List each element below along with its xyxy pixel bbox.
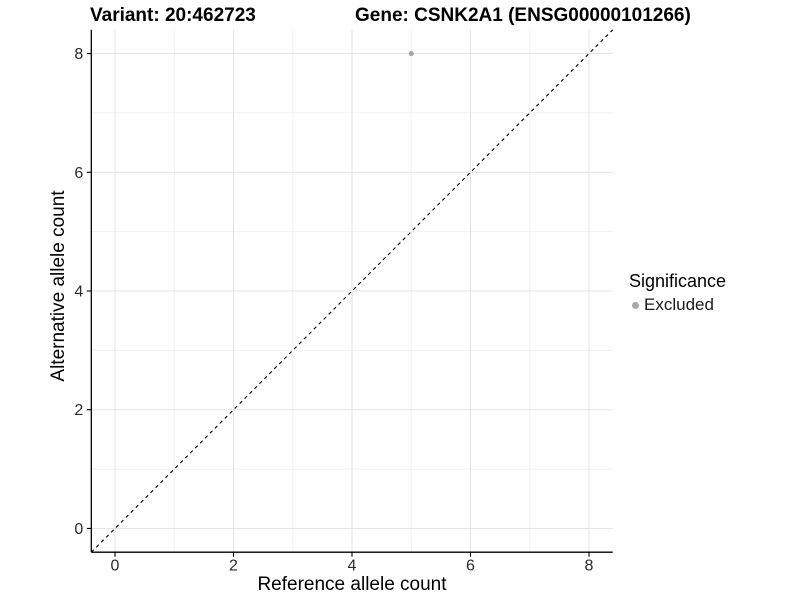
x-tick-label: 2 xyxy=(229,558,238,575)
x-tick-label: 6 xyxy=(466,558,475,575)
y-tick-label: 4 xyxy=(74,284,83,301)
plot-title-gene: Gene: CSNK2A1 (ENSG00000101266) xyxy=(355,5,691,26)
data-point xyxy=(408,50,414,57)
y-axis-title: Alternative allele count xyxy=(48,190,69,382)
legend-title: Significance xyxy=(629,271,727,291)
legend-item-label: Excluded xyxy=(644,295,714,314)
y-tick-label: 2 xyxy=(74,402,83,419)
plot-title-variant: Variant: 20:462723 xyxy=(90,5,256,26)
legend-item-excluded: Excluded xyxy=(632,295,726,315)
y-tick-label: 0 xyxy=(74,521,83,538)
x-tick-label: 4 xyxy=(348,558,357,575)
x-tick-label: 8 xyxy=(585,558,594,575)
x-tick-label: 0 xyxy=(111,558,120,575)
y-tick-label: 8 xyxy=(74,46,83,63)
x-axis-title: Reference allele count xyxy=(257,574,447,595)
legend: Significance Excluded xyxy=(629,271,726,315)
y-tick-label: 6 xyxy=(74,165,83,182)
legend-key-dot xyxy=(632,301,639,309)
